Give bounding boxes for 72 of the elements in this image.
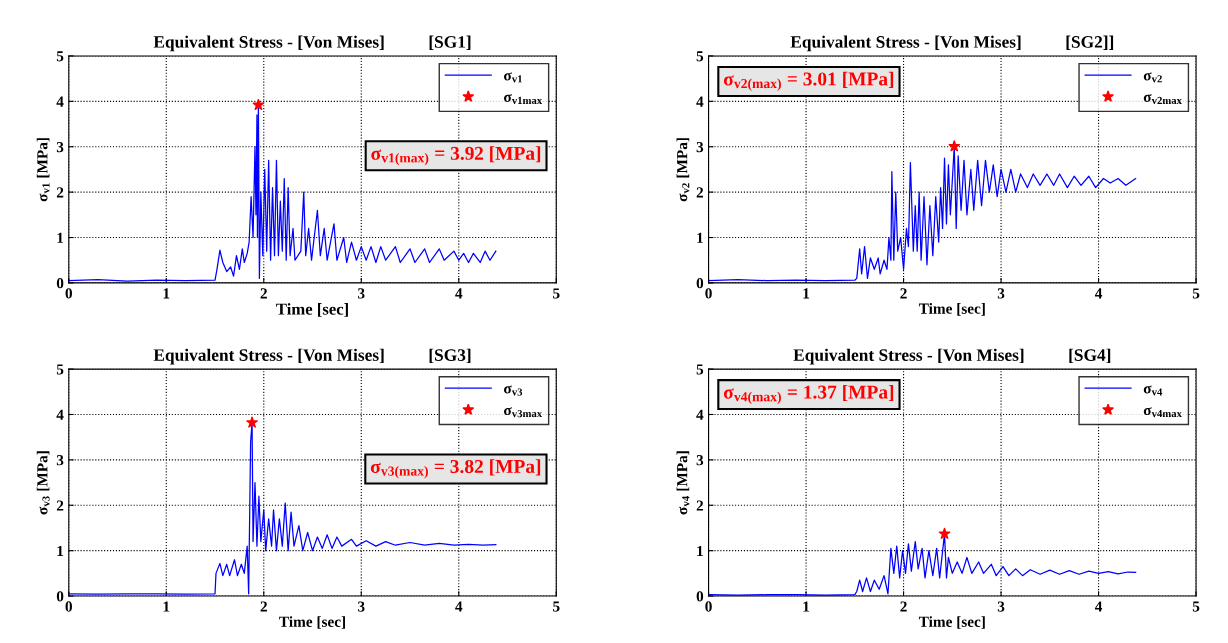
y-tick-label: 2 xyxy=(696,500,704,511)
x-tick-label: 4 xyxy=(455,288,463,299)
x-tick-label: 3 xyxy=(997,288,1005,299)
x-axis-title: Time [sec] xyxy=(276,303,348,317)
chart-title: Equivalent Stress - [Von Mises] [SG4] xyxy=(793,348,1111,365)
y-tick-label: 4 xyxy=(696,96,704,107)
x-tick-label: 0 xyxy=(705,288,712,299)
chart-title: Equivalent Stress - [Von Mises] [SG2]] xyxy=(790,35,1114,52)
y-axis-title: σ$_{v4}$ [MPa] xyxy=(676,451,690,515)
x-tick-label: 3 xyxy=(358,288,365,299)
y-tick-label: 3 xyxy=(696,141,704,153)
y-tick-label: 0 xyxy=(696,591,704,602)
x-axis-title: Time [sec] xyxy=(918,303,985,316)
x-tick-label: 1 xyxy=(163,288,170,299)
legend-label: σ$_{v3}$ xyxy=(504,385,523,396)
x-tick-label: 3 xyxy=(997,601,1005,612)
x-tick-label: 2 xyxy=(260,601,267,612)
y-tick-label: 0 xyxy=(56,591,64,602)
legend-label: σ$_{v2max}$ xyxy=(1143,93,1182,105)
y-axis-title: σ$_{v2}$ [MPa] xyxy=(676,138,690,202)
y-tick-label: 2 xyxy=(56,500,64,511)
legend-label: σ$_{v4max}$ xyxy=(1143,407,1182,418)
y-tick-label: 5 xyxy=(56,364,64,375)
x-tick-label: 5 xyxy=(553,601,560,612)
x-tick-label: 2 xyxy=(260,288,267,299)
x-tick-label: 4 xyxy=(1094,601,1103,612)
x-axis-title: Time [sec] xyxy=(279,616,345,629)
y-tick-label: 4 xyxy=(56,96,64,107)
y-tick-label: 1 xyxy=(697,232,703,243)
x-tick-label: 5 xyxy=(1192,601,1200,612)
y-tick-label: 5 xyxy=(696,51,704,62)
legend-label: σ$_{v3max}$ xyxy=(504,407,543,418)
y-tick-label: 3 xyxy=(56,141,64,153)
x-tick-label: 5 xyxy=(553,288,560,299)
x-tick-label: 0 xyxy=(65,601,72,612)
y-tick-label: 0 xyxy=(56,278,64,289)
legend-label: σ$_{v2}$ xyxy=(1143,72,1162,83)
y-tick-label: 4 xyxy=(696,409,704,420)
y-tick-label: 3 xyxy=(56,455,64,466)
x-tick-label: 1 xyxy=(803,601,810,612)
annotation: σ$_{v4(max)}$ = 1.37 [MPa] xyxy=(723,384,894,405)
chart-title: Equivalent Stress - [Von Mises] [SG3] xyxy=(153,348,471,365)
x-tick-label: 2 xyxy=(900,288,907,299)
legend-label: σ$_{v1max}$ xyxy=(504,93,543,105)
annotation: σ$_{v3(max)}$ = 3.82 [MPa] xyxy=(370,459,541,479)
y-tick-label: 2 xyxy=(696,187,704,198)
y-tick-label: 1 xyxy=(57,232,64,243)
x-axis-title: Time [sec] xyxy=(918,616,985,629)
x-tick-label: 0 xyxy=(705,601,712,612)
x-tick-label: 5 xyxy=(1192,288,1200,299)
x-tick-label: 4 xyxy=(1094,288,1103,299)
y-tick-label: 1 xyxy=(697,545,703,556)
y-tick-label: 1 xyxy=(57,545,64,556)
x-tick-label: 4 xyxy=(455,601,463,612)
x-tick-label: 0 xyxy=(65,288,72,299)
y-axis-title: σ$_{v3}$ [MPa] xyxy=(36,451,50,515)
y-axis-title: σ$_{v1}$ [MPa] xyxy=(36,138,50,202)
y-tick-label: 5 xyxy=(56,51,64,62)
x-tick-label: 1 xyxy=(163,601,170,612)
chart-title: Equivalent Stress - [Von Mises] [SG1] xyxy=(153,35,471,52)
y-tick-label: 3 xyxy=(696,455,704,466)
legend-label: σ$_{v1}$ xyxy=(504,72,522,83)
y-tick-label: 0 xyxy=(696,278,704,289)
x-tick-label: 3 xyxy=(358,601,365,612)
y-tick-label: 5 xyxy=(696,364,704,375)
x-tick-label: 1 xyxy=(803,288,810,299)
y-tick-label: 4 xyxy=(56,409,64,420)
legend-label: σ$_{v4}$ xyxy=(1143,385,1163,396)
annotation: σ$_{v1(max)}$ = 3.92 [MPa] xyxy=(371,146,541,166)
x-tick-label: 2 xyxy=(900,601,907,612)
y-tick-label: 2 xyxy=(56,187,64,198)
annotation: σ$_{v2(max)}$ = 3.01 [MPa] xyxy=(723,71,894,91)
